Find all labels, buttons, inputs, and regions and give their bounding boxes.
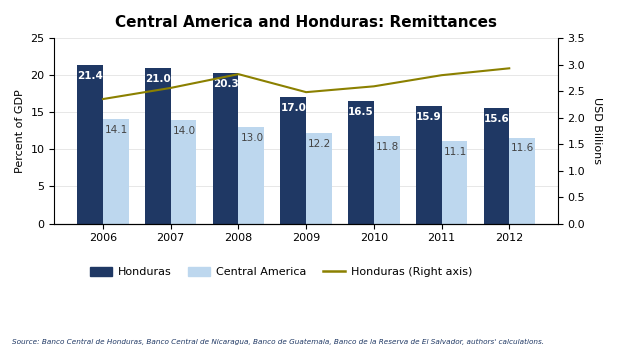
- Title: Central America and Honduras: Remittances: Central America and Honduras: Remittance…: [115, 15, 497, 30]
- Bar: [213, 73, 238, 224]
- Bar: [306, 133, 332, 224]
- Text: 14.1: 14.1: [105, 125, 128, 135]
- Text: 17.0: 17.0: [280, 103, 306, 113]
- Text: 21.4: 21.4: [77, 71, 103, 81]
- Text: 15.9: 15.9: [416, 111, 442, 121]
- Text: 14.0: 14.0: [173, 126, 196, 136]
- Text: 20.3: 20.3: [213, 79, 238, 89]
- Text: 11.6: 11.6: [511, 144, 534, 153]
- Text: 15.6: 15.6: [484, 114, 509, 124]
- Bar: [416, 106, 442, 224]
- Text: 21.0: 21.0: [145, 74, 171, 84]
- Bar: [145, 68, 171, 224]
- Text: Source: Banco Central de Honduras, Banco Central de Nicaragua, Banco de Guatemal: Source: Banco Central de Honduras, Banco…: [12, 339, 544, 345]
- Bar: [442, 141, 467, 224]
- Text: 16.5: 16.5: [348, 107, 374, 117]
- Bar: [484, 108, 509, 224]
- Legend: Honduras, Central America, Honduras (Right axis): Honduras, Central America, Honduras (Rig…: [85, 263, 476, 282]
- Y-axis label: Percent of GDP: Percent of GDP: [15, 89, 25, 173]
- Text: 12.2: 12.2: [308, 139, 331, 149]
- Bar: [374, 136, 400, 224]
- Bar: [103, 119, 129, 224]
- Text: 13.0: 13.0: [241, 133, 263, 143]
- Bar: [280, 98, 306, 224]
- Bar: [77, 65, 103, 224]
- Bar: [171, 120, 196, 224]
- Y-axis label: USD Billions: USD Billions: [592, 97, 602, 164]
- Text: 11.8: 11.8: [376, 142, 399, 152]
- Bar: [348, 101, 374, 224]
- Bar: [238, 127, 264, 224]
- Text: 11.1: 11.1: [444, 147, 466, 157]
- Bar: [509, 137, 535, 224]
